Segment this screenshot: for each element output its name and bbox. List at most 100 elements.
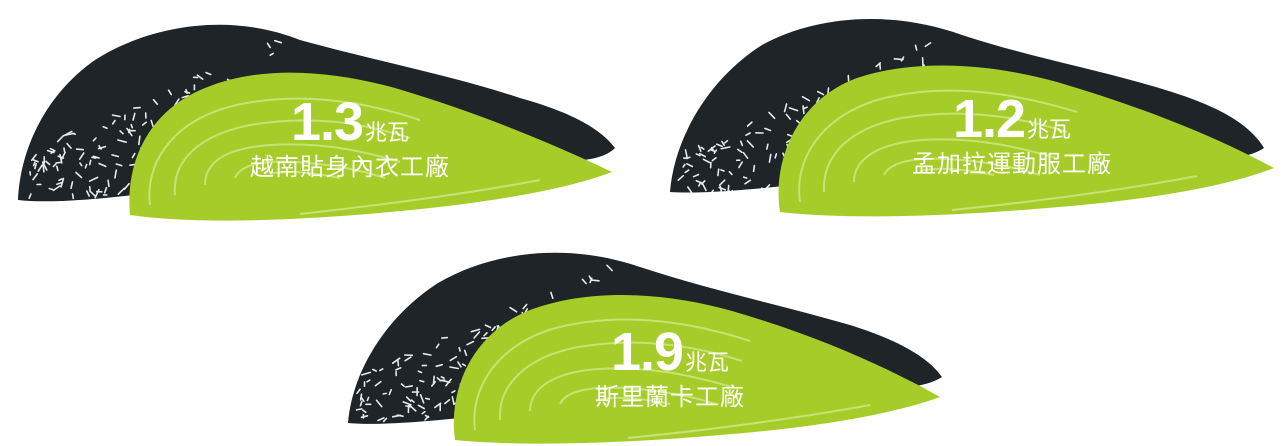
speckle-mark [167, 89, 173, 96]
factory-name: 斯里蘭卡工廠 [595, 383, 745, 411]
green-leaf-shape [129, 72, 612, 221]
speckle-mark [738, 161, 743, 169]
leaf-illustration [670, 18, 1274, 217]
speckle-mark [102, 125, 108, 129]
speckle-mark [417, 404, 425, 410]
speckle-mark [391, 357, 401, 364]
capacity-value: 1.3 [290, 92, 364, 152]
speckle-mark [359, 400, 363, 407]
capacity-unit: 兆瓦 [1027, 118, 1072, 143]
speckle-mark [184, 90, 191, 94]
speckle-mark [788, 107, 799, 112]
speckle-mark [724, 139, 729, 144]
speckle-mark [436, 377, 441, 381]
speckle-mark [141, 121, 147, 126]
speckle-mark [359, 393, 363, 401]
contour-lines [473, 318, 871, 439]
speckle-mark [706, 189, 715, 199]
speckle-mark [432, 375, 435, 385]
speckle-mark [589, 277, 593, 284]
speckle-mark [34, 162, 38, 170]
speckle-mark [484, 324, 492, 329]
speckle-mark [56, 182, 63, 186]
speckle-mark [509, 306, 518, 313]
speckle-mark [606, 264, 613, 272]
leaf-illustration [348, 252, 942, 444]
speckle-mark [375, 399, 383, 408]
speckle-mark [440, 379, 451, 383]
speckle-mark [360, 415, 369, 419]
speckle-mark [79, 162, 83, 167]
factory-label: 1.3兆瓦 越南貼身內衣工廠 [200, 95, 500, 179]
speckle-mark [55, 161, 62, 164]
factory-card-bangladesh: 1.2兆瓦 孟加拉運動服工廠 [652, 0, 1287, 230]
capacity-unit: 兆瓦 [365, 121, 410, 146]
speckle-mark [590, 279, 600, 282]
speckle-mark [695, 179, 704, 184]
speckle-mark [746, 140, 754, 148]
speckle-mark [371, 368, 378, 372]
speckle-mark [522, 303, 528, 310]
speckle-mark [32, 173, 39, 181]
speckle-mark [686, 163, 694, 168]
speckle-mark [441, 336, 449, 339]
speckle-mark [50, 150, 56, 154]
speckle-mark [410, 399, 415, 403]
speckle-mark [746, 121, 753, 127]
speckle-mark [115, 163, 123, 167]
speckle-mark [266, 42, 272, 49]
speckle-mark [771, 190, 776, 199]
speckle-mark [132, 112, 136, 121]
speckle-mark [802, 105, 805, 115]
speckle-mark [360, 371, 372, 376]
contour-lines [798, 89, 1198, 211]
speckle-mark [470, 328, 481, 333]
speckle-mark [785, 113, 792, 120]
capacity-value: 1.9 [610, 322, 684, 382]
speckle-mark [63, 147, 66, 153]
speckle-mark [461, 363, 467, 367]
speckle-mark [417, 370, 423, 374]
speckle-mark [388, 388, 393, 396]
speckle-mark [697, 144, 702, 152]
speckle-mark [774, 153, 778, 159]
speckle-mark [52, 163, 57, 168]
speckle-mark [402, 401, 412, 406]
factory-card-vietnam: 1.3兆瓦 越南貼身內衣工廠 [0, 0, 640, 230]
speckle-mark [728, 170, 733, 176]
speckle-mark [765, 184, 771, 189]
speckle-mark [458, 346, 461, 352]
speckle-mark [729, 189, 734, 199]
speckle-mark [764, 127, 772, 132]
speckle-mark [739, 140, 744, 147]
speckle-mark [720, 169, 725, 172]
speckle-mark [374, 380, 382, 387]
speckle-mark [466, 340, 475, 346]
speckle-mark [698, 152, 707, 158]
speckle-mark [444, 399, 451, 405]
speckle-mark [269, 52, 274, 57]
speckle-mark [677, 174, 685, 181]
speckle-mark [70, 181, 74, 190]
speckle-mark [473, 331, 481, 339]
speckle-mark [45, 160, 51, 166]
speckle-mark [718, 179, 726, 186]
speckle-mark [127, 128, 131, 134]
speckle-mark [697, 181, 702, 187]
speckle-mark [711, 157, 717, 162]
speckle-mark [783, 103, 788, 113]
speckle-mark [377, 417, 385, 422]
speckle-mark [424, 397, 431, 400]
speckle-mark [92, 137, 97, 142]
speckle-mark [404, 356, 412, 362]
factory-name: 越南貼身內衣工廠 [250, 153, 450, 181]
speckle-mark [396, 414, 404, 417]
speckle-mark [761, 187, 767, 192]
speckle-mark [686, 186, 693, 194]
speckle-mark [150, 119, 154, 127]
speckle-mark [28, 193, 32, 199]
speckle-mark [75, 171, 83, 179]
speckle-mark [66, 142, 72, 149]
speckle-mark [32, 159, 39, 163]
speckle-mark [131, 152, 136, 159]
